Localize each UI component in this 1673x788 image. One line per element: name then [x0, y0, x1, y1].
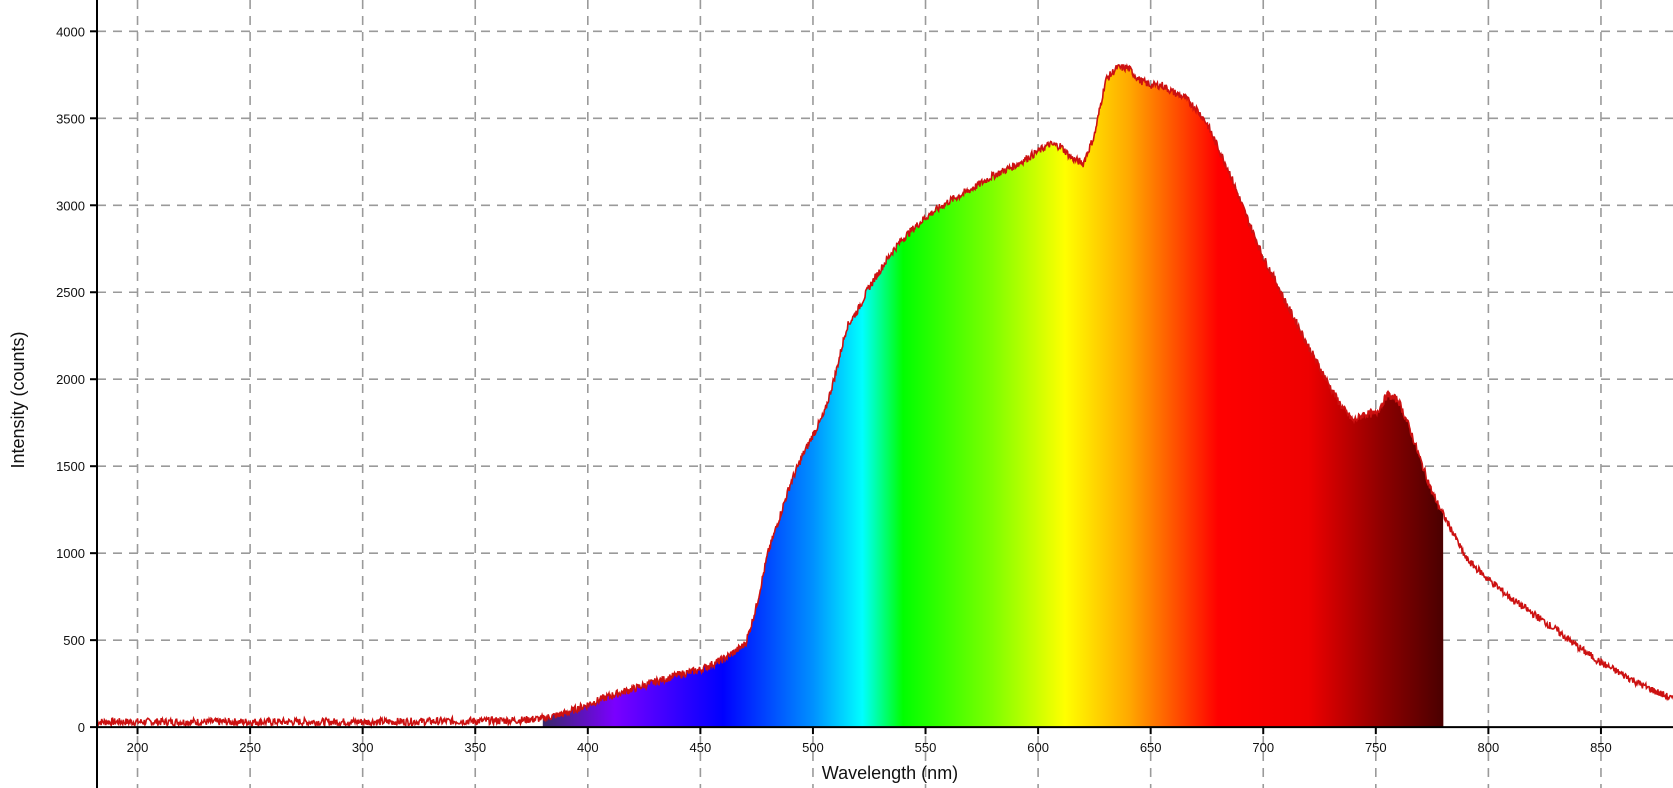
y-tick-labels: 0 500 1000 1500 2000 2500 3000 3500 4000	[56, 24, 85, 735]
y-tick-label: 3000	[56, 198, 85, 213]
x-tick-label: 750	[1365, 740, 1387, 755]
x-tick-label: 600	[1027, 740, 1049, 755]
y-tick-label: 4000	[56, 24, 85, 39]
y-tick-label: 2000	[56, 372, 85, 387]
x-tick-label: 500	[802, 740, 824, 755]
y-tick-label: 2500	[56, 285, 85, 300]
x-tick-labels: 200 250 300 350 400 450 500 550 600 650 700 750 800 8…	[127, 740, 1612, 755]
spectrum-area	[542, 64, 1444, 728]
axes	[90, 0, 1673, 788]
x-tick-label: 800	[1478, 740, 1500, 755]
x-axis-label: Wavelength (nm)	[822, 763, 958, 783]
y-tick-label: 0	[78, 720, 85, 735]
x-tick-label: 400	[577, 740, 599, 755]
x-tick-label: 350	[464, 740, 486, 755]
x-tick-label: 550	[915, 740, 937, 755]
x-tick-label: 450	[690, 740, 712, 755]
x-tick-label: 200	[127, 740, 149, 755]
spectrum-line	[97, 62, 1673, 729]
x-tick-label: 650	[1140, 740, 1162, 755]
y-tick-label: 500	[63, 633, 85, 648]
y-tick-label: 1500	[56, 459, 85, 474]
x-tick-label: 250	[239, 740, 261, 755]
y-tick-label: 1000	[56, 546, 85, 561]
x-tick-label: 300	[352, 740, 374, 755]
x-tick-label: 850	[1590, 740, 1612, 755]
y-axis-label: Intensity (counts)	[8, 331, 28, 468]
intensity-trace	[97, 62, 1673, 729]
x-tick-label: 700	[1252, 740, 1274, 755]
y-tick-label: 3500	[56, 111, 85, 126]
spectrum-fill	[542, 64, 1444, 728]
